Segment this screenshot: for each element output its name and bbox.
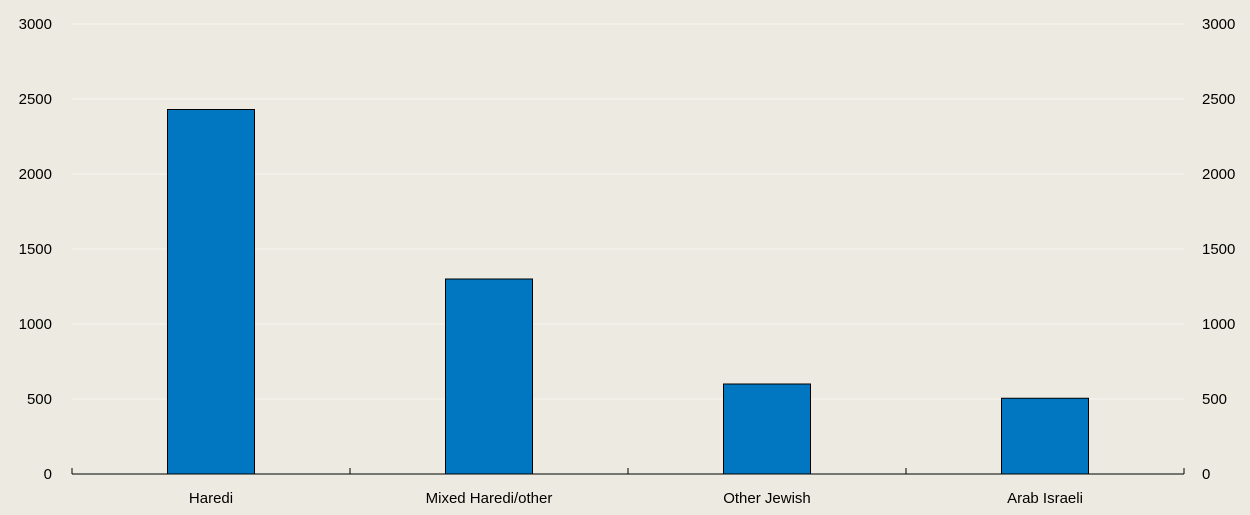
y-tick-left-500: 500 (27, 391, 52, 408)
y-tick-left-3000: 3000 (19, 16, 52, 33)
y-tick-left-2000: 2000 (19, 166, 52, 183)
x-axis (71, 468, 1185, 475)
y-tick-left-0: 0 (44, 466, 52, 483)
x-tick-label-mixed-haredi-other: Mixed Haredi/other (426, 490, 553, 507)
x-tick-label-haredi: Haredi (189, 490, 233, 507)
gridlines (72, 23, 1184, 400)
y-axis-left-ticks: 0 500 1000 1500 2000 2500 3000 (19, 16, 52, 483)
category-labels: Haredi Mixed Haredi/other Other Jewish Arab… (189, 490, 1083, 507)
y-tick-right-2000: 2000 (1202, 166, 1235, 183)
y-tick-right-1000: 1000 (1202, 316, 1235, 333)
bar-mixed-haredi-other (445, 278, 533, 475)
y-tick-right-0: 0 (1202, 466, 1210, 483)
y-tick-right-2500: 2500 (1202, 91, 1235, 108)
y-axis-right-ticks: 0 500 1000 1500 2000 2500 3000 (1202, 16, 1235, 483)
bar-arab-israeli (1001, 397, 1089, 475)
y-tick-left-2500: 2500 (19, 91, 52, 108)
y-tick-right-500: 500 (1202, 391, 1227, 408)
bar-other-jewish (723, 383, 811, 475)
bar-haredi (167, 109, 255, 475)
x-tick-label-arab-israeli: Arab Israeli (1007, 490, 1083, 507)
y-tick-left-1500: 1500 (19, 241, 52, 258)
x-tick-label-other-jewish: Other Jewish (723, 490, 811, 507)
y-tick-left-1000: 1000 (19, 316, 52, 333)
y-tick-right-3000: 3000 (1202, 16, 1235, 33)
y-tick-right-1500: 1500 (1202, 241, 1235, 258)
bars (167, 109, 1089, 475)
